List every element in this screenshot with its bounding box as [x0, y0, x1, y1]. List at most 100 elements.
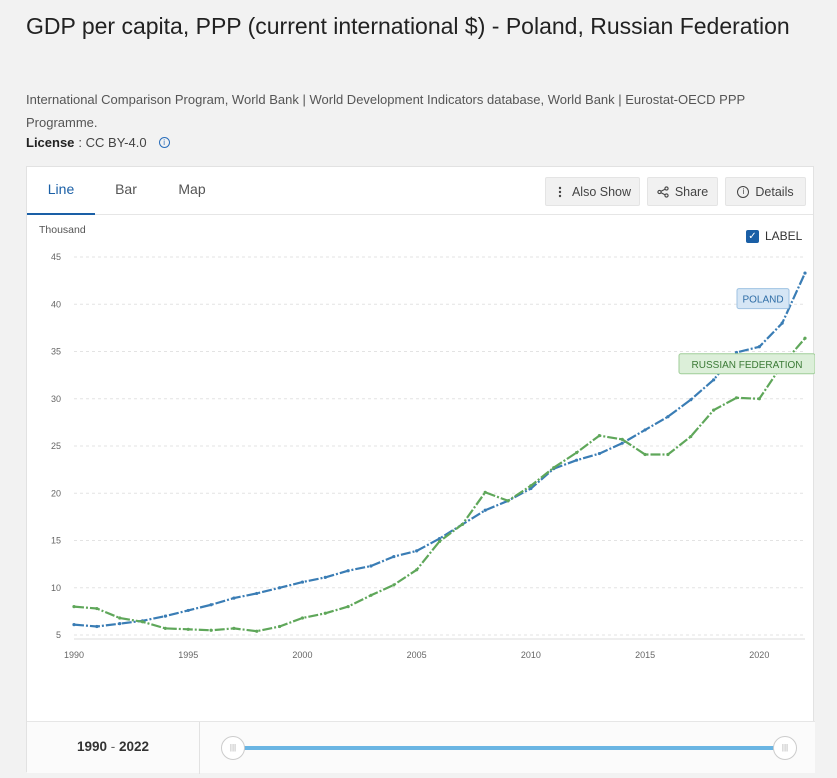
data-point [392, 583, 396, 587]
data-point [369, 564, 373, 568]
data-point [689, 434, 693, 439]
checkbox-checked-icon[interactable]: ✓ [746, 229, 759, 243]
range-end: 2022 [119, 739, 150, 754]
x-tick-label: 2005 [407, 650, 427, 660]
data-point [255, 591, 259, 596]
data-point [803, 271, 807, 275]
info-circle-icon: i [737, 185, 750, 198]
details-label: Details [755, 184, 794, 199]
data-point [369, 593, 373, 597]
data-point [415, 568, 419, 572]
data-point [163, 614, 167, 618]
x-tick-label: 2000 [292, 650, 312, 660]
data-point [300, 616, 305, 620]
series-label-russia: RUSSIAN FEDERATION [692, 360, 803, 371]
data-point [72, 605, 76, 609]
y-tick-label: 25 [51, 441, 61, 451]
range-slider-start-handle[interactable]: ||| [221, 736, 245, 760]
more-vertical-icon [558, 186, 562, 197]
data-point [574, 451, 579, 455]
label-toggle[interactable]: ✓ LABEL [746, 229, 802, 243]
chart-card: Line Bar Map Also Show Share i Details T… [26, 166, 815, 774]
share-button[interactable]: Share [647, 177, 718, 206]
license-row: License : CC BY-4.0 i [26, 135, 170, 150]
series-line-russia [73, 337, 806, 633]
data-point [757, 345, 761, 349]
range-start: 1990 [76, 739, 107, 754]
y-tick-label: 10 [51, 583, 61, 593]
data-point [506, 499, 510, 503]
data-point [277, 586, 282, 590]
tab-bar-chart[interactable]: Bar [115, 181, 137, 197]
x-tick-label: 2020 [749, 650, 769, 660]
tab-line[interactable]: Line [27, 167, 95, 215]
tab-map[interactable]: Map [178, 181, 206, 197]
x-tick-label: 1990 [64, 650, 84, 660]
data-point [803, 336, 807, 340]
y-tick-label: 5 [56, 630, 61, 640]
data-point [323, 611, 327, 615]
data-point [757, 397, 761, 401]
data-point [437, 539, 442, 544]
tab-bar: Line Bar Map Also Show Share i Details [27, 167, 813, 215]
series-line-poland [73, 272, 807, 628]
y-tick-label: 45 [51, 252, 61, 262]
series-label-poland-box [736, 288, 790, 310]
data-point [483, 508, 487, 512]
also-show-button[interactable]: Also Show [545, 177, 640, 206]
data-point [163, 626, 167, 630]
data-point [232, 626, 236, 630]
range-footer: 1990 - 2022 ||| ||| [27, 721, 815, 774]
data-point [666, 452, 670, 457]
info-icon[interactable]: i [158, 137, 170, 148]
y-tick-label: 35 [51, 347, 61, 357]
data-point [620, 441, 624, 445]
data-point [552, 466, 556, 470]
data-point [666, 415, 670, 419]
data-point [255, 629, 259, 633]
data-point [186, 608, 190, 613]
series-label-russia-box [678, 353, 815, 375]
range-slider-end-handle[interactable]: ||| [773, 736, 797, 760]
year-range: 1990 - 2022 [27, 722, 200, 774]
data-point [689, 398, 693, 402]
data-point [346, 605, 350, 609]
data-point [712, 378, 716, 382]
data-point [277, 624, 282, 629]
data-point [118, 622, 122, 626]
details-button[interactable]: i Details [725, 177, 806, 206]
data-point [574, 458, 579, 462]
y-axis-unit: Thousand [39, 224, 86, 236]
data-point [780, 321, 784, 325]
line-chart: 5 10 15 20 25 30 35 40 45 1990 1995 2000 2005 2010 201… [51, 252, 815, 660]
page-title: GDP per capita, PPP (current internation… [26, 13, 790, 39]
data-point [209, 628, 213, 632]
also-show-label: Also Show [571, 184, 632, 199]
share-icon [657, 185, 669, 198]
source-text: International Comparison Program, World … [26, 92, 745, 130]
data-point [232, 596, 236, 600]
chart-area: Thousand ✓ LABEL 5 10 15 20 25 30 35 40 45 1990 19… [27, 216, 815, 721]
range-slider-track[interactable] [233, 746, 785, 750]
data-point [392, 554, 396, 559]
data-point [186, 627, 190, 631]
data-point [529, 486, 533, 491]
data-point [597, 434, 602, 438]
data-point [323, 575, 327, 579]
share-label: Share [674, 184, 709, 199]
data-point [140, 620, 145, 624]
data-point [643, 452, 647, 457]
data-point [300, 580, 305, 584]
data-point [483, 490, 487, 494]
y-tick-label: 20 [51, 488, 61, 498]
range-separator: - [107, 739, 119, 754]
x-tick-label: 2015 [635, 650, 655, 660]
license-value: : CC BY-4.0 [78, 135, 147, 150]
x-tick-label: 1995 [178, 650, 198, 660]
data-point [734, 350, 739, 355]
data-point [95, 606, 99, 611]
data-point [460, 522, 464, 527]
series-label-poland: POLAND [742, 295, 783, 306]
data-point [437, 537, 442, 541]
y-tick-label: 40 [51, 299, 61, 309]
